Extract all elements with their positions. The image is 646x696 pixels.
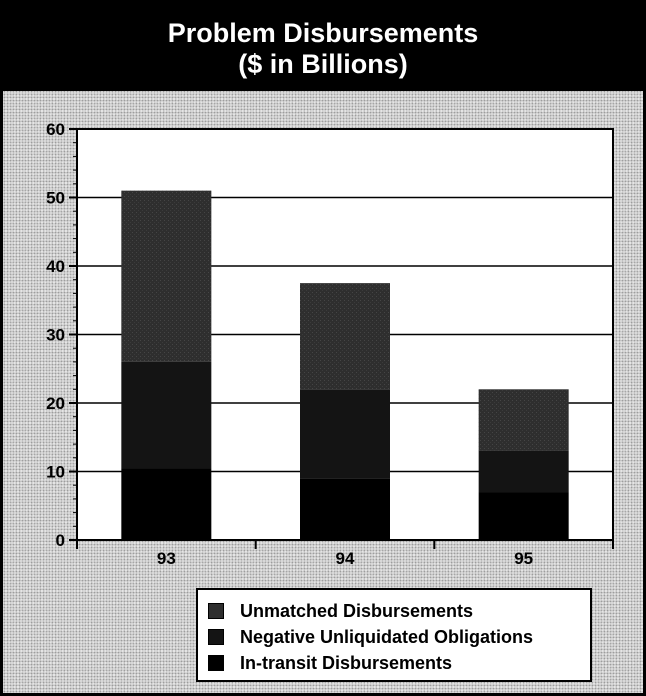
bar-segment	[300, 389, 390, 479]
bar-texture	[300, 283, 390, 390]
legend-item-negative-unliquidated: Negative Unliquidated Obligations	[208, 624, 533, 650]
legend-label-negative-unliquidated: Negative Unliquidated Obligations	[240, 626, 534, 647]
x-tick-label: 95	[514, 549, 533, 568]
bar-chart: 0 10 20 30 40 50 60 93 94 95	[46, 120, 614, 568]
y-tick-label: 10	[46, 463, 65, 482]
legend-item-in-transit: In-transit Disbursements	[208, 650, 452, 676]
chart-header: Problem Disbursements ($ in Billions)	[3, 3, 643, 91]
bar-segment	[478, 492, 569, 540]
bar-segment	[121, 361, 212, 469]
bar-segment	[478, 450, 569, 493]
y-tick-label: 40	[46, 257, 65, 276]
legend-swatch-in-transit	[208, 655, 224, 671]
legend-label-in-transit: In-transit Disbursements	[240, 652, 453, 673]
legend-swatch-negative-unliquidated	[208, 629, 224, 645]
legend-swatch-unmatched	[208, 603, 224, 619]
x-axis: 93 94 95	[76, 540, 614, 568]
x-tick-label: 94	[336, 549, 355, 568]
legend-item-unmatched: Unmatched Disbursements	[208, 598, 473, 624]
bar-texture	[121, 190, 212, 362]
y-tick-label: 20	[46, 394, 65, 413]
bar-segment	[121, 468, 212, 540]
x-tick-label: 93	[157, 549, 176, 568]
bar-texture	[478, 389, 569, 451]
legend-label-unmatched: Unmatched Disbursements	[240, 600, 474, 621]
legend: Unmatched Disbursements Negative Unliqui…	[196, 588, 592, 682]
bar-segment	[300, 478, 390, 540]
chart-subtitle: ($ in Billions)	[238, 49, 408, 79]
y-tick-label: 60	[46, 120, 65, 139]
y-axis: 0 10 20 30 40 50 60	[46, 120, 77, 550]
bars	[121, 190, 569, 540]
y-tick-label: 50	[46, 189, 65, 208]
y-tick-label: 0	[56, 531, 65, 550]
y-tick-label: 30	[46, 326, 65, 345]
chart-title: Problem Disbursements	[167, 18, 479, 48]
